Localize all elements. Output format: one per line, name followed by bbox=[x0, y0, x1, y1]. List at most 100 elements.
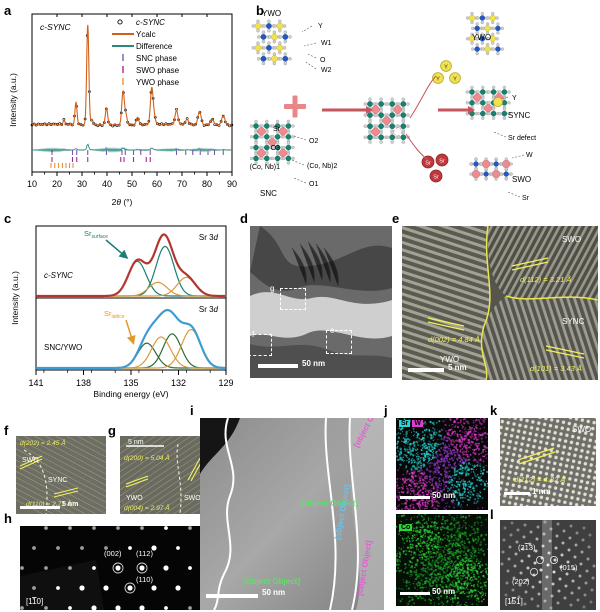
panel-a-xtick: 80 bbox=[202, 179, 212, 189]
panel-c-xlabel: Binding energy (eV) bbox=[93, 389, 168, 399]
panel-a-xtick: 40 bbox=[102, 179, 112, 189]
label-snc: SNC bbox=[260, 189, 277, 198]
panel-a-legend: c-SYNC Ycalc Difference SNC phase SWO ph… bbox=[112, 18, 180, 87]
panel-d-scalebar bbox=[258, 364, 298, 368]
panel-e-scalebar bbox=[408, 368, 444, 372]
panel-e-dspacing-2: d(101) = 3.43 Å bbox=[530, 364, 582, 373]
panel-c-bottom-spectrum bbox=[36, 310, 225, 368]
panel-k-image: SWO d(112) = 4.82 Å 1 nm bbox=[500, 418, 596, 506]
panel-j-top-scalebar-label: 50 nm bbox=[432, 491, 455, 500]
panel-l-spot-015: (015) bbox=[560, 563, 578, 572]
panel-a-ylabel: Intensity (a.u.) bbox=[8, 73, 18, 127]
panel-c-top-spectrum bbox=[36, 234, 225, 296]
panel-i-haadf: i [object Object] [object Object] [objec… bbox=[190, 404, 386, 612]
panel-i-label: i bbox=[190, 404, 194, 417]
panel-b-structure: b YYY bbox=[250, 0, 600, 210]
panel-e-scalebar-label: 5 nm bbox=[448, 363, 467, 372]
panel-a-x-axis: 10 20 30 40 50 60 70 80 90 bbox=[27, 14, 237, 189]
label-w1: W1 bbox=[321, 40, 332, 47]
panel-c-xtick: 129 bbox=[218, 378, 233, 388]
panel-a-xtick: 70 bbox=[177, 179, 187, 189]
panel-d-scalebar-label: 50 nm bbox=[302, 359, 325, 368]
panel-a-xtick: 90 bbox=[227, 179, 237, 189]
panel-d-roi-g bbox=[280, 288, 306, 310]
label-sync: SYNC bbox=[508, 111, 530, 120]
panel-i-region-sync-bottom: [object Object] bbox=[244, 577, 300, 586]
panel-l-spot-202: (202) bbox=[512, 577, 530, 586]
panel-c-x-axis: 141 138 135 132 129 bbox=[28, 370, 233, 388]
panel-e-label: e bbox=[392, 212, 399, 225]
panel-c-xtick: 135 bbox=[123, 378, 138, 388]
panel-c-xtick: 138 bbox=[76, 378, 91, 388]
label-w-right: W bbox=[526, 152, 533, 159]
panel-h-image: (002) (112) (110) [110] bbox=[20, 526, 216, 610]
panel-j-label: j bbox=[384, 404, 388, 417]
panel-f-scalebar bbox=[20, 506, 60, 509]
panel-c-annotation-sr-surface: Srsurface bbox=[84, 229, 108, 240]
panel-d-image: g f e 50 nm bbox=[250, 226, 392, 378]
panel-a-xtick: 10 bbox=[27, 179, 37, 189]
panel-c-bottom-sample: SNC/YWO bbox=[44, 343, 82, 352]
panel-h-spot-002: (002) bbox=[104, 549, 122, 558]
panel-a-chart: c-SYNC c-SYNC Ycalc Difference SNC phase… bbox=[0, 0, 250, 210]
panel-j-top-scalebar bbox=[400, 496, 430, 499]
panel-i-scalebar-label: 50 nm bbox=[262, 588, 285, 597]
panel-c-ylabel: Intensity (a.u.) bbox=[10, 271, 20, 325]
panel-d-roi-label-e: e bbox=[330, 326, 334, 335]
label-o2: O2 bbox=[309, 138, 318, 145]
panel-b-diagram: YY YSr SrSr YWO YWO SNC SYNC SWO Y W1 W2 O… bbox=[250, 0, 600, 210]
panel-a-xlabel: 2θ (°) bbox=[112, 197, 133, 207]
panel-f-scalebar-label: 5 nm bbox=[62, 501, 78, 508]
label-o1: O1 bbox=[309, 181, 318, 188]
panel-j-bottom-scalebar-label: 50 nm bbox=[432, 587, 455, 596]
panel-f-label: f bbox=[4, 424, 8, 437]
panel-g-dspacing-0: d(200) = 5.04 Å bbox=[124, 453, 170, 462]
panel-k-label: k bbox=[490, 404, 497, 417]
panel-c-top-sample: c-SYNC bbox=[44, 271, 73, 280]
panel-h-zone-axis: [110] bbox=[26, 597, 43, 606]
panel-e-region-sync: SYNC bbox=[562, 317, 584, 326]
panel-c-bottom-orbital: Sr 3d bbox=[199, 305, 219, 314]
panel-k-region: SWO bbox=[572, 425, 591, 434]
panel-f-image: d(202) = 2.45 Å d(110) = 2.71 Å SWO SYNC… bbox=[16, 436, 106, 514]
label-sr-right: Sr bbox=[522, 195, 530, 202]
panel-a-xtick: 20 bbox=[52, 179, 62, 189]
legend-label-5: YWO phase bbox=[136, 78, 180, 87]
svg-text:Sr: Sr bbox=[433, 175, 439, 181]
panel-c-arrow-lattice bbox=[126, 320, 133, 342]
panel-c-xtick: 132 bbox=[171, 378, 186, 388]
svg-text:Sr: Sr bbox=[439, 159, 445, 165]
panel-e-region-swo: SWO bbox=[562, 235, 581, 244]
panel-a-sample-label: c-SYNC bbox=[40, 22, 72, 32]
panel-c-xtick: 141 bbox=[28, 378, 43, 388]
panel-a-xtick: 30 bbox=[77, 179, 87, 189]
panel-j-element-co: Co bbox=[399, 524, 412, 531]
panel-a-label: a bbox=[4, 4, 11, 17]
panel-d-roi-label-f: f bbox=[252, 330, 254, 339]
panel-k-scalebar-label: 1 nm bbox=[532, 487, 551, 496]
panel-e-hrtem: e bbox=[392, 212, 600, 382]
panel-a-xtick: 50 bbox=[127, 179, 137, 189]
panel-j-element-sr: Sr bbox=[399, 420, 410, 427]
label-y: Y bbox=[318, 23, 323, 30]
panel-h-saed: h (002) (112) (110) [110] bbox=[0, 512, 218, 612]
panel-e-dspacing-1: d(002) = 4.84 Å bbox=[428, 335, 480, 344]
panel-f-region-sync: SYNC bbox=[48, 477, 67, 484]
panel-c-annotation-sr-lattice: Srlattice bbox=[104, 309, 125, 320]
panel-h-spot-110: (110) bbox=[136, 575, 153, 584]
label-w2: W2 bbox=[321, 67, 332, 74]
panel-l-zone-axis: [151] bbox=[505, 597, 523, 606]
label-swo: SWO bbox=[512, 175, 531, 184]
panel-i-image: [object Object] [object Object] [object … bbox=[200, 418, 384, 610]
svg-text:Y: Y bbox=[453, 77, 457, 83]
label-ywo-left: YWO bbox=[262, 9, 281, 18]
legend-label-4: SWO phase bbox=[136, 66, 180, 75]
panel-l-label: l bbox=[490, 508, 494, 521]
panel-k-scalebar bbox=[504, 492, 530, 495]
svg-text:Y: Y bbox=[436, 77, 440, 83]
panel-h-spot-112: (112) bbox=[136, 549, 153, 558]
panel-d-tem: d g f e 50 nm bbox=[244, 212, 392, 380]
svg-text:Y: Y bbox=[444, 65, 448, 71]
panel-l-spot-213: (213) bbox=[518, 543, 536, 552]
panel-c-xps: c c-SYNC SNC/YWO Sr 3d Sr 3d Srsurface S… bbox=[0, 212, 242, 402]
